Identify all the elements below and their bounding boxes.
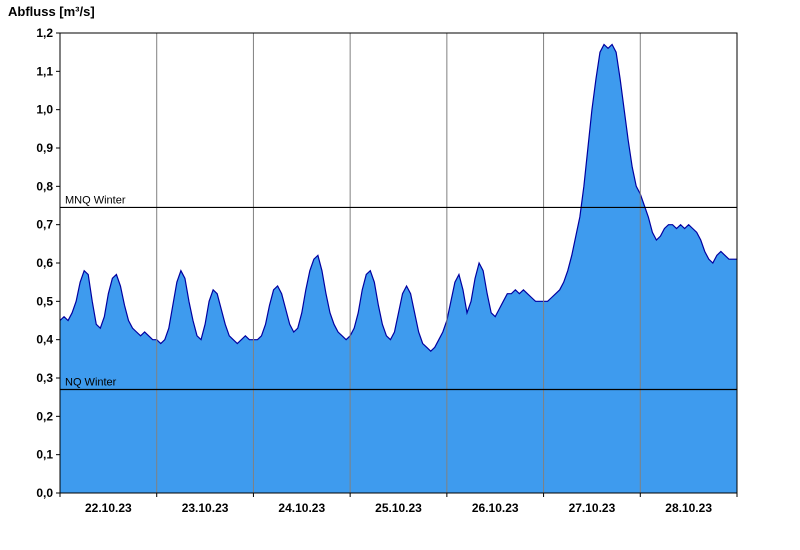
- y-tick-label: 1,2: [36, 26, 53, 40]
- y-tick-label: 0,7: [36, 218, 53, 232]
- y-tick-label: 0,4: [36, 333, 53, 347]
- discharge-area-fill: [60, 44, 737, 493]
- y-tick-label: 1,0: [36, 103, 53, 117]
- discharge-line: [59, 43, 737, 352]
- x-axis-day-label: 27.10.23: [569, 501, 616, 515]
- y-tick-label: 0,8: [36, 179, 53, 193]
- y-tick-label: 0,6: [36, 256, 53, 270]
- x-axis-day-label: 26.10.23: [472, 501, 519, 515]
- y-tick-label: 0,1: [36, 448, 53, 462]
- chart-title: Abfluss [m³/s]: [8, 4, 95, 19]
- x-axis-day-label: 23.10.23: [182, 501, 229, 515]
- x-axis-day-label: 28.10.23: [665, 501, 712, 515]
- y-tick-label: 0,0: [36, 486, 53, 500]
- reference-line-label: MNQ Winter: [65, 194, 126, 206]
- y-tick-label: 0,5: [36, 294, 53, 308]
- y-tick-label: 0,2: [36, 409, 53, 423]
- y-tick-label: 1,1: [36, 64, 53, 78]
- y-tick-label: 0,9: [36, 141, 53, 155]
- x-axis-day-label: 22.10.23: [85, 501, 132, 515]
- x-axis-day-label: 25.10.23: [375, 501, 422, 515]
- x-axis-day-label: 24.10.23: [278, 501, 325, 515]
- y-tick-label: 0,3: [36, 371, 53, 385]
- reference-line-label: NQ Winter: [65, 377, 117, 389]
